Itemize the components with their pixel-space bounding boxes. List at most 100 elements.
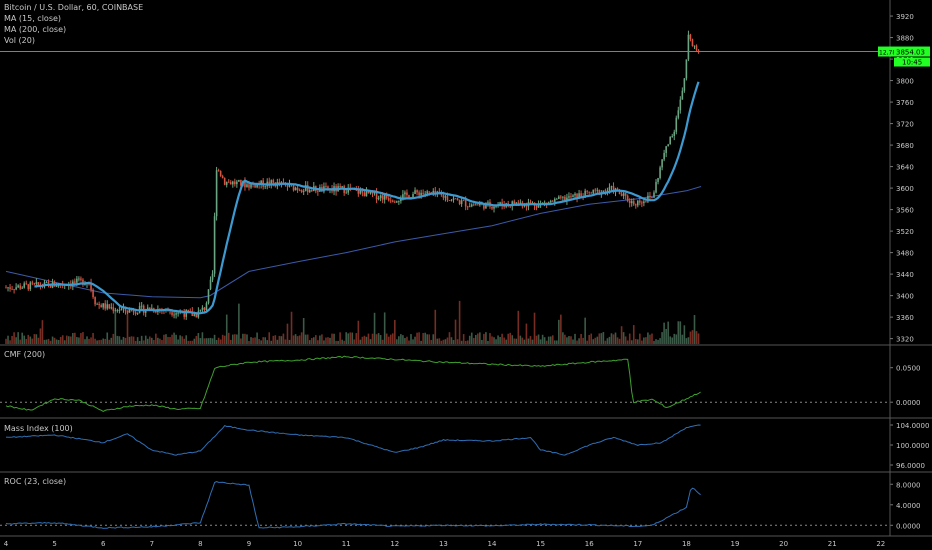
candle-body [606, 190, 609, 192]
candle-body [300, 190, 303, 192]
candle-body [363, 192, 366, 197]
volume-bar [558, 319, 560, 344]
pane-tick-label-roc: 4.0000 [896, 502, 921, 510]
volume-bar [67, 336, 70, 344]
volume-bar [124, 337, 127, 344]
candle-body [511, 201, 514, 207]
volume-bar [321, 334, 323, 344]
volume-bar [213, 334, 216, 344]
volume-bar [57, 340, 60, 344]
pane-title-mass-index[interactable]: Mass Index (100) [4, 424, 73, 433]
volume-bar [562, 332, 564, 344]
volume-bar [659, 338, 661, 344]
candle-body [673, 131, 676, 137]
volume-bar [319, 335, 321, 344]
time-tick-label: 15 [536, 540, 545, 548]
candle-body [404, 192, 406, 195]
volume-bar [80, 333, 82, 344]
volume-bar [215, 339, 218, 344]
volume-bar [185, 335, 188, 344]
volume-bar [7, 335, 9, 344]
volume-bar [549, 336, 552, 344]
volume-bar [685, 338, 688, 344]
candle-body [294, 187, 297, 191]
candle-body [556, 198, 558, 200]
legend-ma200[interactable]: MA (200, close) [4, 25, 67, 34]
time-tick-label: 19 [731, 540, 740, 548]
volume-bars [5, 300, 700, 344]
price-tick-label: 3760 [896, 99, 914, 107]
volume-bar [201, 332, 204, 344]
candle-body [205, 303, 208, 311]
volume-bar [359, 339, 362, 344]
volume-bar [15, 337, 17, 344]
candle-body [23, 283, 26, 288]
candle-body [396, 201, 398, 203]
candle-body [47, 282, 50, 284]
candle-body [547, 202, 550, 204]
volume-bar [375, 334, 378, 344]
time-tick-label: 12 [390, 540, 399, 548]
pane-title-cmf[interactable]: CMF (200) [4, 350, 46, 359]
candle-body [25, 283, 28, 285]
volume-bar [43, 339, 46, 344]
volume-bar [515, 338, 518, 344]
candle-body [227, 181, 230, 183]
candle-body [414, 190, 416, 195]
candle-body [132, 310, 135, 313]
volume-bar [274, 335, 277, 344]
volume-bar [541, 334, 544, 344]
volume-bar [639, 333, 641, 344]
legend-ma15[interactable]: MA (15, close) [4, 14, 62, 23]
volume-bar [229, 339, 232, 344]
candle-body [270, 180, 273, 186]
candle-body [479, 203, 481, 206]
volume-bar [144, 335, 147, 344]
volume-bar [600, 333, 603, 344]
volume-bar [545, 340, 548, 344]
candle-body [475, 204, 477, 206]
volume-bar [258, 339, 260, 344]
candle-body [477, 204, 479, 206]
volume-bar [225, 314, 228, 344]
pane-title-roc[interactable]: ROC (23, close) [4, 477, 67, 486]
volume-bar [566, 337, 568, 344]
volume-bar [108, 339, 111, 344]
candle-body [637, 200, 639, 206]
volume-bar [173, 332, 175, 344]
volume-bar [65, 335, 68, 344]
candle-body [45, 282, 48, 284]
volume-bar [13, 332, 15, 344]
candle-body [146, 307, 149, 311]
volume-bar [693, 315, 696, 344]
legend-volume[interactable]: Vol (20) [4, 36, 35, 45]
volume-bar [383, 312, 386, 344]
volume-bar [136, 337, 139, 344]
volume-bar [466, 340, 469, 344]
volume-bar [51, 336, 54, 344]
candle-body [308, 190, 311, 193]
candle-body [665, 146, 667, 153]
volume-bar [333, 333, 335, 344]
candle-body [624, 193, 627, 196]
candle-body [562, 196, 564, 198]
volume-bar [191, 340, 194, 344]
volume-bar [618, 338, 621, 344]
volume-bar [590, 333, 593, 344]
candle-body [647, 195, 649, 202]
volume-bar [161, 340, 163, 344]
volume-bar [347, 333, 350, 344]
volume-bar [343, 340, 345, 344]
candle-body [596, 189, 599, 191]
volume-bar [248, 340, 250, 344]
candle-body [661, 159, 663, 168]
volume-bar [398, 336, 400, 344]
volume-bar [169, 337, 171, 344]
volume-bar [389, 334, 392, 344]
candle-body [420, 192, 422, 196]
candle-body [96, 303, 98, 305]
volume-bar [535, 335, 538, 344]
candle-body [112, 307, 115, 311]
